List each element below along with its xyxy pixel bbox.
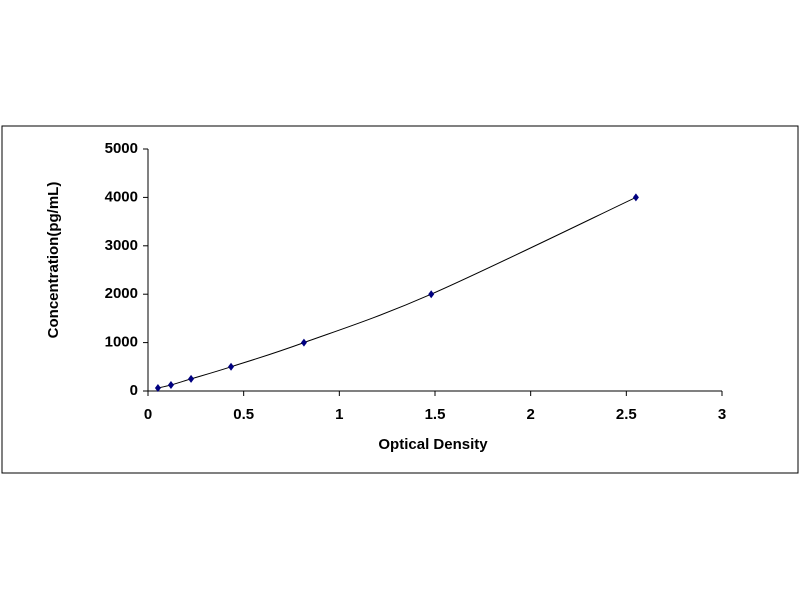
y-tick-label: 0 (130, 382, 138, 399)
y-tick-label: 4000 (105, 188, 138, 205)
y-tick-label: 2000 (105, 285, 138, 302)
x-tick-label: 0.5 (233, 406, 254, 423)
point (300, 338, 307, 347)
point (167, 380, 174, 389)
point (632, 193, 639, 202)
y-tick-label: 5000 (105, 140, 138, 157)
point (154, 383, 161, 392)
y-axis-label: Concentration(pg/mL) (45, 182, 62, 339)
point (188, 374, 195, 383)
y-tick-label: 3000 (105, 237, 138, 254)
x-tick-label: 2 (526, 406, 534, 423)
point (228, 362, 235, 371)
x-tick-label: 2.5 (616, 406, 637, 423)
point (428, 290, 435, 299)
x-tick-label: 1.5 (425, 406, 446, 423)
x-axis-label: Optical Density (378, 436, 488, 453)
y-tick-label: 1000 (105, 334, 138, 351)
chart-frame (1, 125, 799, 474)
x-tick-label: 1 (335, 406, 343, 423)
x-tick-label: 3 (718, 406, 726, 423)
x-tick-label: 0 (144, 406, 152, 423)
curve (157, 196, 637, 389)
